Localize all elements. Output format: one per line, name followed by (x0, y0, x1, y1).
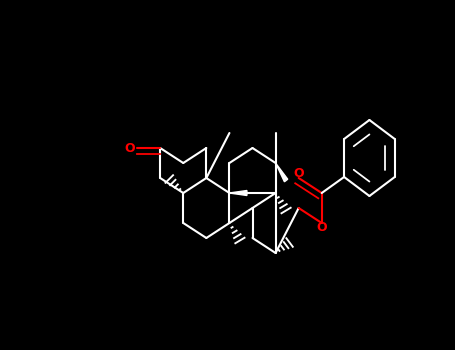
Text: O: O (124, 141, 135, 154)
Polygon shape (276, 163, 288, 182)
Text: O: O (316, 221, 327, 234)
Polygon shape (229, 190, 247, 196)
Text: O: O (293, 167, 304, 180)
